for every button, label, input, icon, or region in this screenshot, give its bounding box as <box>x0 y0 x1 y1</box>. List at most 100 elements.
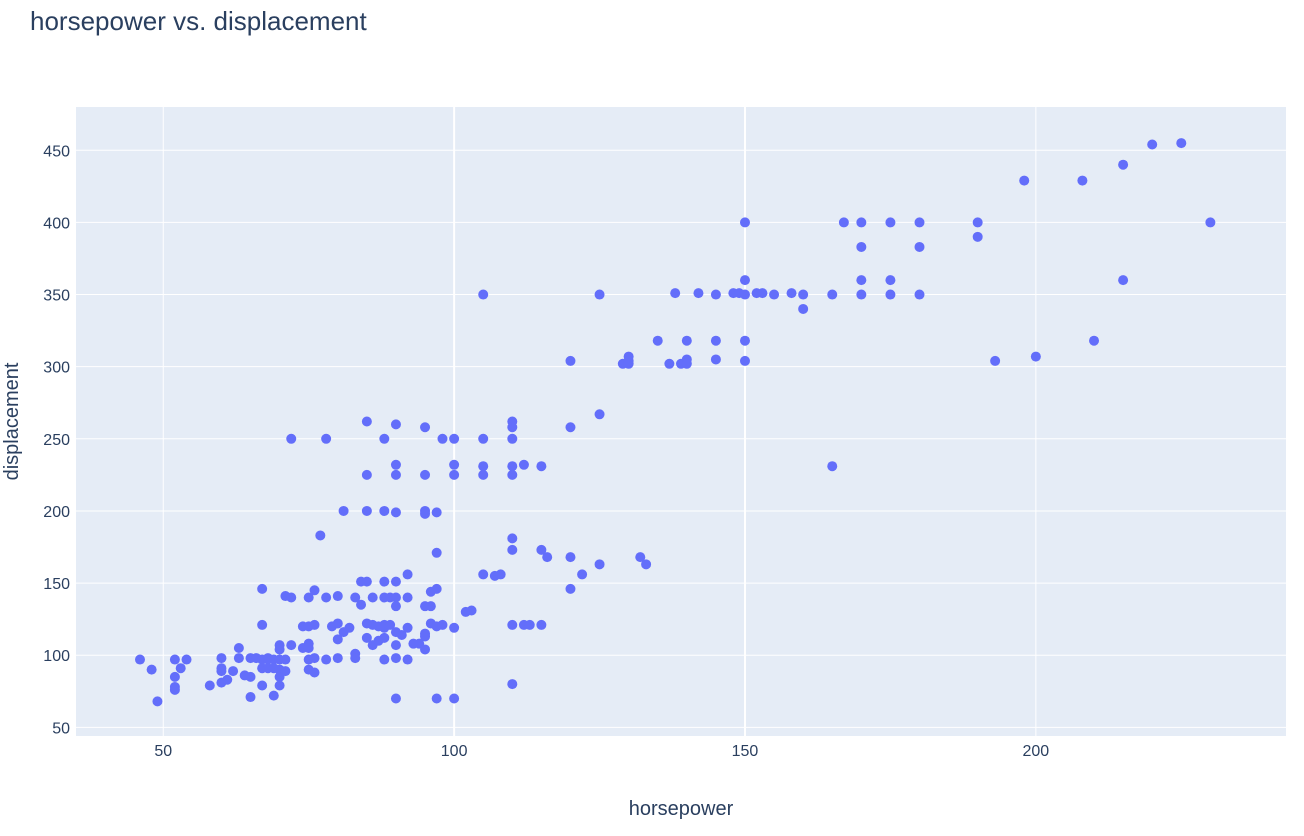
data-point <box>641 559 652 570</box>
data-point <box>379 433 390 444</box>
data-point <box>914 241 925 252</box>
data-point <box>146 664 157 675</box>
data-point <box>420 508 431 519</box>
data-point <box>693 288 704 299</box>
data-point <box>390 592 401 603</box>
data-point <box>390 640 401 651</box>
data-point <box>739 355 750 366</box>
x-tick-label: 200 <box>1023 743 1050 760</box>
data-point <box>390 507 401 518</box>
data-point <box>478 461 489 472</box>
x-tick-label: 150 <box>732 743 759 760</box>
data-point <box>739 275 750 286</box>
data-point <box>309 585 320 596</box>
data-point <box>361 416 372 427</box>
data-point <box>245 692 256 703</box>
data-point <box>856 217 867 228</box>
data-point <box>507 422 518 433</box>
y-tick-label: 200 <box>43 504 70 521</box>
data-point <box>635 552 646 563</box>
data-point <box>274 680 285 691</box>
data-point <box>1205 217 1216 228</box>
data-point <box>466 605 477 616</box>
y-tick-label: 450 <box>43 143 70 160</box>
data-point <box>856 241 867 252</box>
data-point <box>233 653 244 664</box>
data-point <box>449 622 460 633</box>
data-point <box>379 632 390 643</box>
data-point <box>594 409 605 420</box>
data-point <box>536 461 547 472</box>
data-points <box>134 138 1216 707</box>
x-tick-label: 100 <box>441 743 468 760</box>
chart-title: horsepower vs. displacement <box>30 6 367 36</box>
data-point <box>425 601 436 612</box>
data-point <box>478 433 489 444</box>
data-point <box>914 217 925 228</box>
data-point <box>757 288 768 299</box>
data-point <box>228 666 239 677</box>
data-point <box>338 505 349 516</box>
data-point <box>321 654 332 665</box>
data-point <box>390 459 401 470</box>
data-point <box>431 693 442 704</box>
data-point <box>402 569 413 580</box>
data-point <box>350 592 361 603</box>
plot-area <box>76 107 1286 736</box>
data-point <box>885 275 896 286</box>
data-point <box>332 591 343 602</box>
data-point <box>431 547 442 558</box>
data-point <box>420 422 431 433</box>
y-tick-label: 350 <box>43 288 70 305</box>
data-point <box>169 684 180 695</box>
data-point <box>827 461 838 472</box>
data-point <box>507 544 518 555</box>
data-point <box>257 583 268 594</box>
data-point <box>437 433 448 444</box>
data-point <box>303 592 314 603</box>
data-point <box>134 654 145 665</box>
data-point <box>390 469 401 480</box>
data-point <box>769 289 780 300</box>
y-tick-label: 50 <box>52 720 70 737</box>
data-point <box>990 355 1001 366</box>
data-point <box>449 693 460 704</box>
data-point <box>1019 175 1030 186</box>
data-point <box>972 231 983 242</box>
data-point <box>431 583 442 594</box>
data-point <box>518 459 529 470</box>
data-point <box>286 433 297 444</box>
data-point <box>594 559 605 570</box>
data-point <box>379 654 390 665</box>
data-point <box>385 619 396 630</box>
data-point <box>524 619 535 630</box>
data-point <box>361 576 372 587</box>
x-axis-title: horsepower <box>629 798 734 820</box>
data-point <box>478 569 489 580</box>
data-point <box>332 618 343 629</box>
data-point <box>664 358 675 369</box>
data-point <box>268 690 279 701</box>
data-point <box>507 469 518 480</box>
data-point <box>379 576 390 587</box>
data-point <box>710 289 721 300</box>
data-point <box>181 654 192 665</box>
data-point <box>321 592 332 603</box>
data-point <box>431 507 442 518</box>
data-point <box>420 469 431 480</box>
data-point <box>856 289 867 300</box>
data-point <box>437 619 448 630</box>
data-point <box>280 666 291 677</box>
data-point <box>565 552 576 563</box>
data-point <box>344 622 355 633</box>
data-point <box>303 642 314 653</box>
data-point <box>681 358 692 369</box>
data-point <box>594 289 605 300</box>
data-point <box>972 217 983 228</box>
y-tick-label: 150 <box>43 576 70 593</box>
data-point <box>204 680 215 691</box>
data-point <box>245 671 256 682</box>
data-point <box>420 644 431 655</box>
data-point <box>565 422 576 433</box>
y-axis-title: displacement <box>1 362 23 480</box>
